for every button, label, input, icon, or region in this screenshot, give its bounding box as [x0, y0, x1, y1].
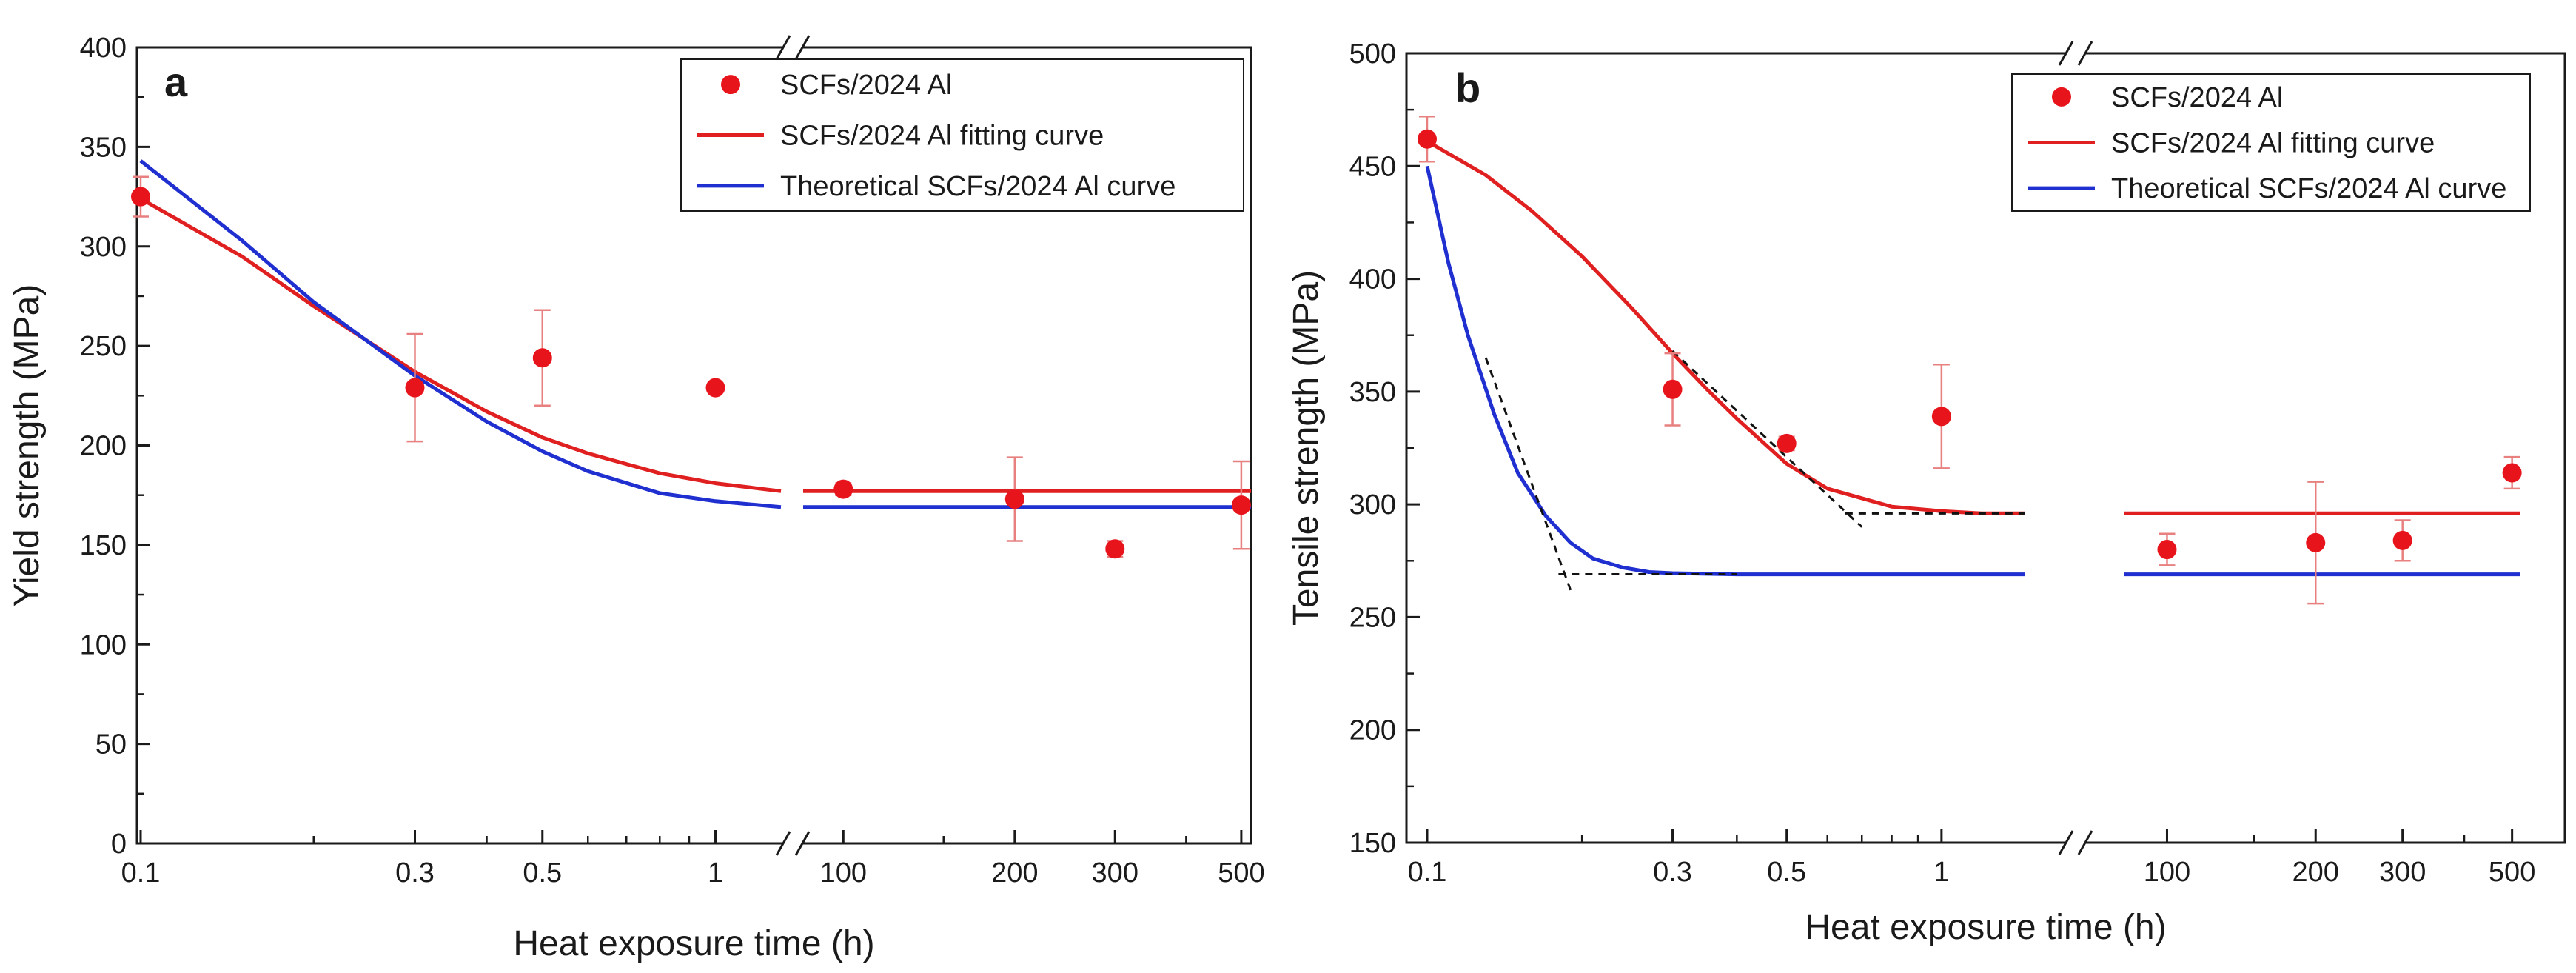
theoretical-curve-segment-1 — [139, 159, 782, 509]
axis-break-slash-top — [2058, 41, 2074, 66]
axis-break-slash-bottom — [2058, 830, 2074, 855]
fitting-curve-segment-1 — [1426, 139, 2025, 515]
y-tick-label: 500 — [1349, 39, 1396, 70]
y-tick-label: 100 — [80, 629, 127, 661]
x-tick-label: 200 — [991, 857, 1038, 889]
y-tick-label: 300 — [80, 232, 127, 263]
data-point — [532, 348, 552, 368]
y-tick-label: 50 — [95, 729, 127, 760]
panel-b-tensile-strength-chart: 150 200 250 300 350 400 450 500 0.1 0.3 0.5 1 100 200… — [1287, 39, 2566, 947]
axis-break-slash-top — [2077, 41, 2093, 66]
x-tick-label: 1 — [1933, 857, 1949, 888]
y-tick-label: 350 — [1349, 377, 1396, 408]
axis-break-slash-bottom — [775, 831, 791, 856]
x-axis-title: Heat exposure time (h) — [513, 924, 874, 963]
data-point — [833, 479, 853, 499]
data-point — [2502, 463, 2522, 483]
legend-label: SCFs/2024 Al — [2111, 82, 2283, 113]
axis-break-slash-top — [775, 35, 791, 60]
legend-label: SCFs/2024 Al fitting curve — [780, 121, 1104, 152]
panel-label: a — [164, 58, 188, 105]
y-tick-label: 400 — [1349, 264, 1396, 295]
x-tick-label: 500 — [2489, 857, 2535, 888]
y-tick-label: 150 — [1349, 828, 1396, 859]
x-tick-label: 300 — [1092, 857, 1138, 889]
legend-label: SCFs/2024 Al fitting curve — [2111, 128, 2435, 159]
legend-label: Theoretical SCFs/2024 Al curve — [2111, 173, 2506, 204]
y-tick-label: 200 — [1349, 715, 1396, 746]
x-tick-label: 0.3 — [1653, 857, 1692, 888]
x-tick-label: 0.5 — [1767, 857, 1806, 888]
y-axis-title: Yield strength (MPa) — [7, 284, 47, 607]
data-point — [705, 378, 725, 398]
data-point — [1663, 379, 1683, 399]
y-tick-label: 200 — [80, 431, 127, 462]
axis-break-slash-top — [794, 35, 811, 60]
axis-break-gap-bottom — [2065, 838, 2086, 847]
data-point — [1418, 129, 1437, 149]
y-tick-label: 0 — [111, 829, 127, 860]
data-point — [1004, 489, 1024, 509]
x-tick-label: 200 — [2292, 857, 2339, 888]
x-tick-label: 300 — [2379, 857, 2426, 888]
y-tick-label: 250 — [80, 331, 127, 362]
y-tick-label: 150 — [80, 530, 127, 561]
y-tick-label: 450 — [1349, 151, 1396, 182]
legend-marker-points — [721, 75, 740, 95]
data-point — [2306, 532, 2326, 552]
y-tick-label: 400 — [80, 33, 127, 64]
legend-label: SCFs/2024 Al — [780, 70, 952, 101]
data-point — [1931, 407, 1951, 427]
legend-marker-points — [2052, 87, 2071, 107]
x-tick-label: 1 — [708, 857, 723, 889]
y-tick-label: 300 — [1349, 489, 1396, 521]
y-tick-label: 350 — [80, 132, 127, 163]
axis-break-slash-bottom — [794, 831, 811, 856]
x-tick-label: 0.3 — [395, 857, 435, 889]
y-tick-label: 250 — [1349, 602, 1396, 633]
x-tick-label: 0.5 — [523, 857, 562, 889]
data-point — [405, 378, 425, 398]
axis-break-gap-top — [782, 43, 803, 52]
legend-label: Theoretical SCFs/2024 Al curve — [780, 171, 1175, 202]
data-point — [1105, 539, 1125, 559]
data-point — [1231, 495, 1251, 515]
data-point — [131, 187, 150, 207]
axis-break-gap-bottom — [782, 839, 803, 848]
panel-label: b — [1455, 64, 1480, 111]
y-axis-title: Tensile strength (MPa) — [1287, 270, 1326, 626]
tangent-fit-guide-line — [1671, 350, 1863, 528]
fitting-curve-segment-1 — [139, 197, 782, 493]
x-tick-label: 100 — [820, 857, 867, 889]
x-tick-label: 500 — [1218, 857, 1264, 889]
x-tick-label: 0.1 — [121, 857, 161, 889]
x-axis-title: Heat exposure time (h) — [1805, 908, 2166, 947]
axis-break-gap-top — [2065, 49, 2086, 58]
tangent-theory-guide-line — [1484, 357, 1572, 591]
data-point — [2392, 530, 2412, 550]
x-tick-label: 0.1 — [1408, 857, 1447, 888]
legend-box — [2011, 73, 2531, 212]
data-point — [2157, 540, 2177, 560]
axis-break-slash-bottom — [2077, 830, 2093, 855]
x-tick-label: 100 — [2144, 857, 2190, 888]
panel-a-yield-strength-chart: 0 50 100 150 200 250 300 350 400 0.1 0.3 0.5 1 100 200… — [7, 33, 1265, 963]
theoretical-curve-segment-1 — [1425, 165, 2025, 577]
legend-box — [680, 58, 1244, 212]
data-point — [1777, 433, 1797, 453]
